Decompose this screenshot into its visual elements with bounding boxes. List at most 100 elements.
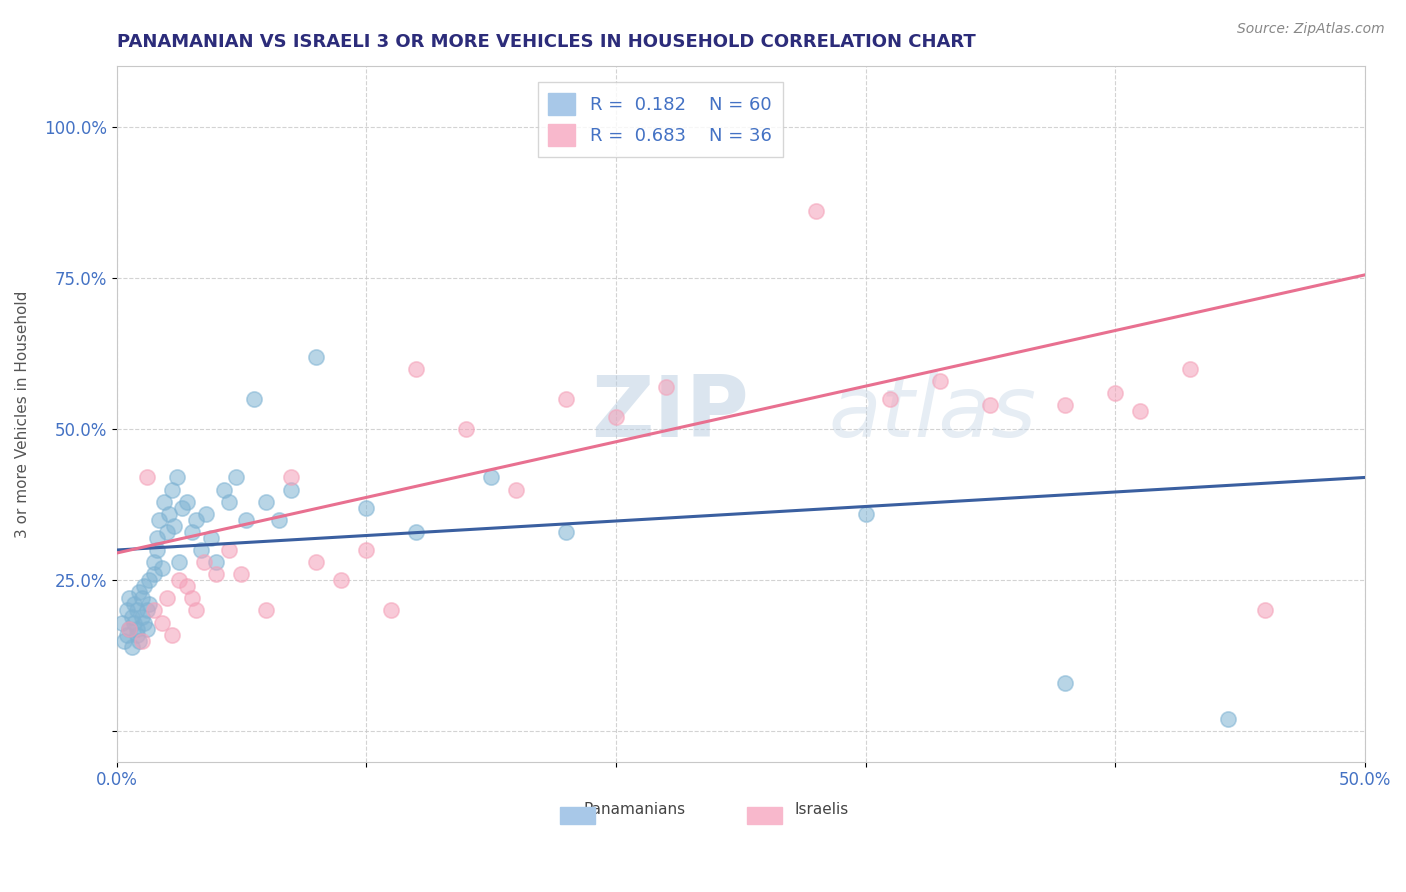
Point bbox=[128, 585, 150, 599]
Point bbox=[118, 591, 141, 606]
Point bbox=[167, 574, 190, 588]
Point bbox=[138, 574, 160, 588]
Point bbox=[205, 555, 228, 569]
Point bbox=[125, 628, 148, 642]
Point bbox=[131, 591, 153, 606]
Point bbox=[354, 543, 377, 558]
Point bbox=[135, 622, 157, 636]
FancyBboxPatch shape bbox=[747, 807, 782, 824]
Point bbox=[231, 567, 253, 582]
Point bbox=[190, 543, 212, 558]
Point bbox=[200, 531, 222, 545]
Point bbox=[115, 628, 138, 642]
Point bbox=[121, 609, 143, 624]
Point bbox=[225, 470, 247, 484]
Point bbox=[160, 628, 183, 642]
Point bbox=[143, 555, 166, 569]
Point bbox=[1054, 676, 1077, 690]
Point bbox=[555, 524, 578, 539]
FancyBboxPatch shape bbox=[560, 807, 595, 824]
Point bbox=[145, 543, 167, 558]
Point bbox=[456, 422, 478, 436]
Point bbox=[855, 507, 877, 521]
Point bbox=[1054, 398, 1077, 412]
Point bbox=[148, 513, 170, 527]
Point bbox=[555, 392, 578, 406]
Point bbox=[1178, 361, 1201, 376]
Point bbox=[186, 513, 208, 527]
Point bbox=[804, 204, 827, 219]
Point bbox=[235, 513, 257, 527]
Point bbox=[125, 603, 148, 617]
Point bbox=[150, 615, 173, 630]
Point bbox=[155, 591, 177, 606]
Point bbox=[180, 524, 202, 539]
Text: PANAMANIAN VS ISRAELI 3 OR MORE VEHICLES IN HOUSEHOLD CORRELATION CHART: PANAMANIAN VS ISRAELI 3 OR MORE VEHICLES… bbox=[117, 33, 976, 51]
Point bbox=[176, 494, 198, 508]
Point bbox=[153, 494, 176, 508]
Point bbox=[138, 598, 160, 612]
Point bbox=[132, 615, 155, 630]
Point bbox=[655, 380, 678, 394]
Point bbox=[205, 567, 228, 582]
Y-axis label: 3 or more Vehicles in Household: 3 or more Vehicles in Household bbox=[15, 290, 30, 538]
Point bbox=[131, 609, 153, 624]
Point bbox=[254, 494, 277, 508]
Point bbox=[125, 622, 148, 636]
Point bbox=[1129, 404, 1152, 418]
Point bbox=[218, 543, 240, 558]
Point bbox=[243, 392, 266, 406]
Point bbox=[118, 622, 141, 636]
Point bbox=[112, 633, 135, 648]
Point bbox=[110, 615, 132, 630]
Point bbox=[157, 507, 180, 521]
Point bbox=[380, 603, 402, 617]
Point bbox=[150, 561, 173, 575]
Text: Israelis: Israelis bbox=[794, 802, 849, 817]
Point bbox=[128, 633, 150, 648]
Point bbox=[605, 409, 627, 424]
Point bbox=[121, 640, 143, 654]
Point bbox=[132, 579, 155, 593]
Point bbox=[131, 633, 153, 648]
Point bbox=[186, 603, 208, 617]
Text: Panamanians: Panamanians bbox=[583, 802, 686, 817]
Point bbox=[979, 398, 1001, 412]
Point bbox=[879, 392, 901, 406]
Point bbox=[143, 603, 166, 617]
Point bbox=[354, 500, 377, 515]
Point bbox=[170, 500, 193, 515]
Point bbox=[254, 603, 277, 617]
Point bbox=[405, 524, 427, 539]
Point bbox=[176, 579, 198, 593]
Text: ZIP: ZIP bbox=[591, 373, 748, 456]
Point bbox=[180, 591, 202, 606]
Point bbox=[267, 513, 290, 527]
Point bbox=[1254, 603, 1277, 617]
Point bbox=[135, 603, 157, 617]
Point bbox=[145, 531, 167, 545]
Point bbox=[160, 483, 183, 497]
Point bbox=[330, 574, 353, 588]
Point bbox=[155, 524, 177, 539]
Point bbox=[122, 598, 145, 612]
Point bbox=[405, 361, 427, 376]
Text: atlas: atlas bbox=[828, 373, 1036, 456]
Point bbox=[195, 507, 218, 521]
Point bbox=[305, 555, 328, 569]
Point bbox=[167, 555, 190, 569]
Point bbox=[166, 470, 188, 484]
Point bbox=[929, 374, 952, 388]
Point bbox=[118, 622, 141, 636]
Point bbox=[1216, 712, 1239, 726]
Point bbox=[122, 615, 145, 630]
Point bbox=[505, 483, 527, 497]
Point bbox=[305, 350, 328, 364]
Point bbox=[218, 494, 240, 508]
Point bbox=[143, 567, 166, 582]
Point bbox=[280, 483, 302, 497]
Point bbox=[163, 519, 186, 533]
Point bbox=[212, 483, 235, 497]
Point bbox=[1104, 385, 1126, 400]
Legend: R =  0.182    N = 60, R =  0.683    N = 36: R = 0.182 N = 60, R = 0.683 N = 36 bbox=[537, 82, 783, 157]
